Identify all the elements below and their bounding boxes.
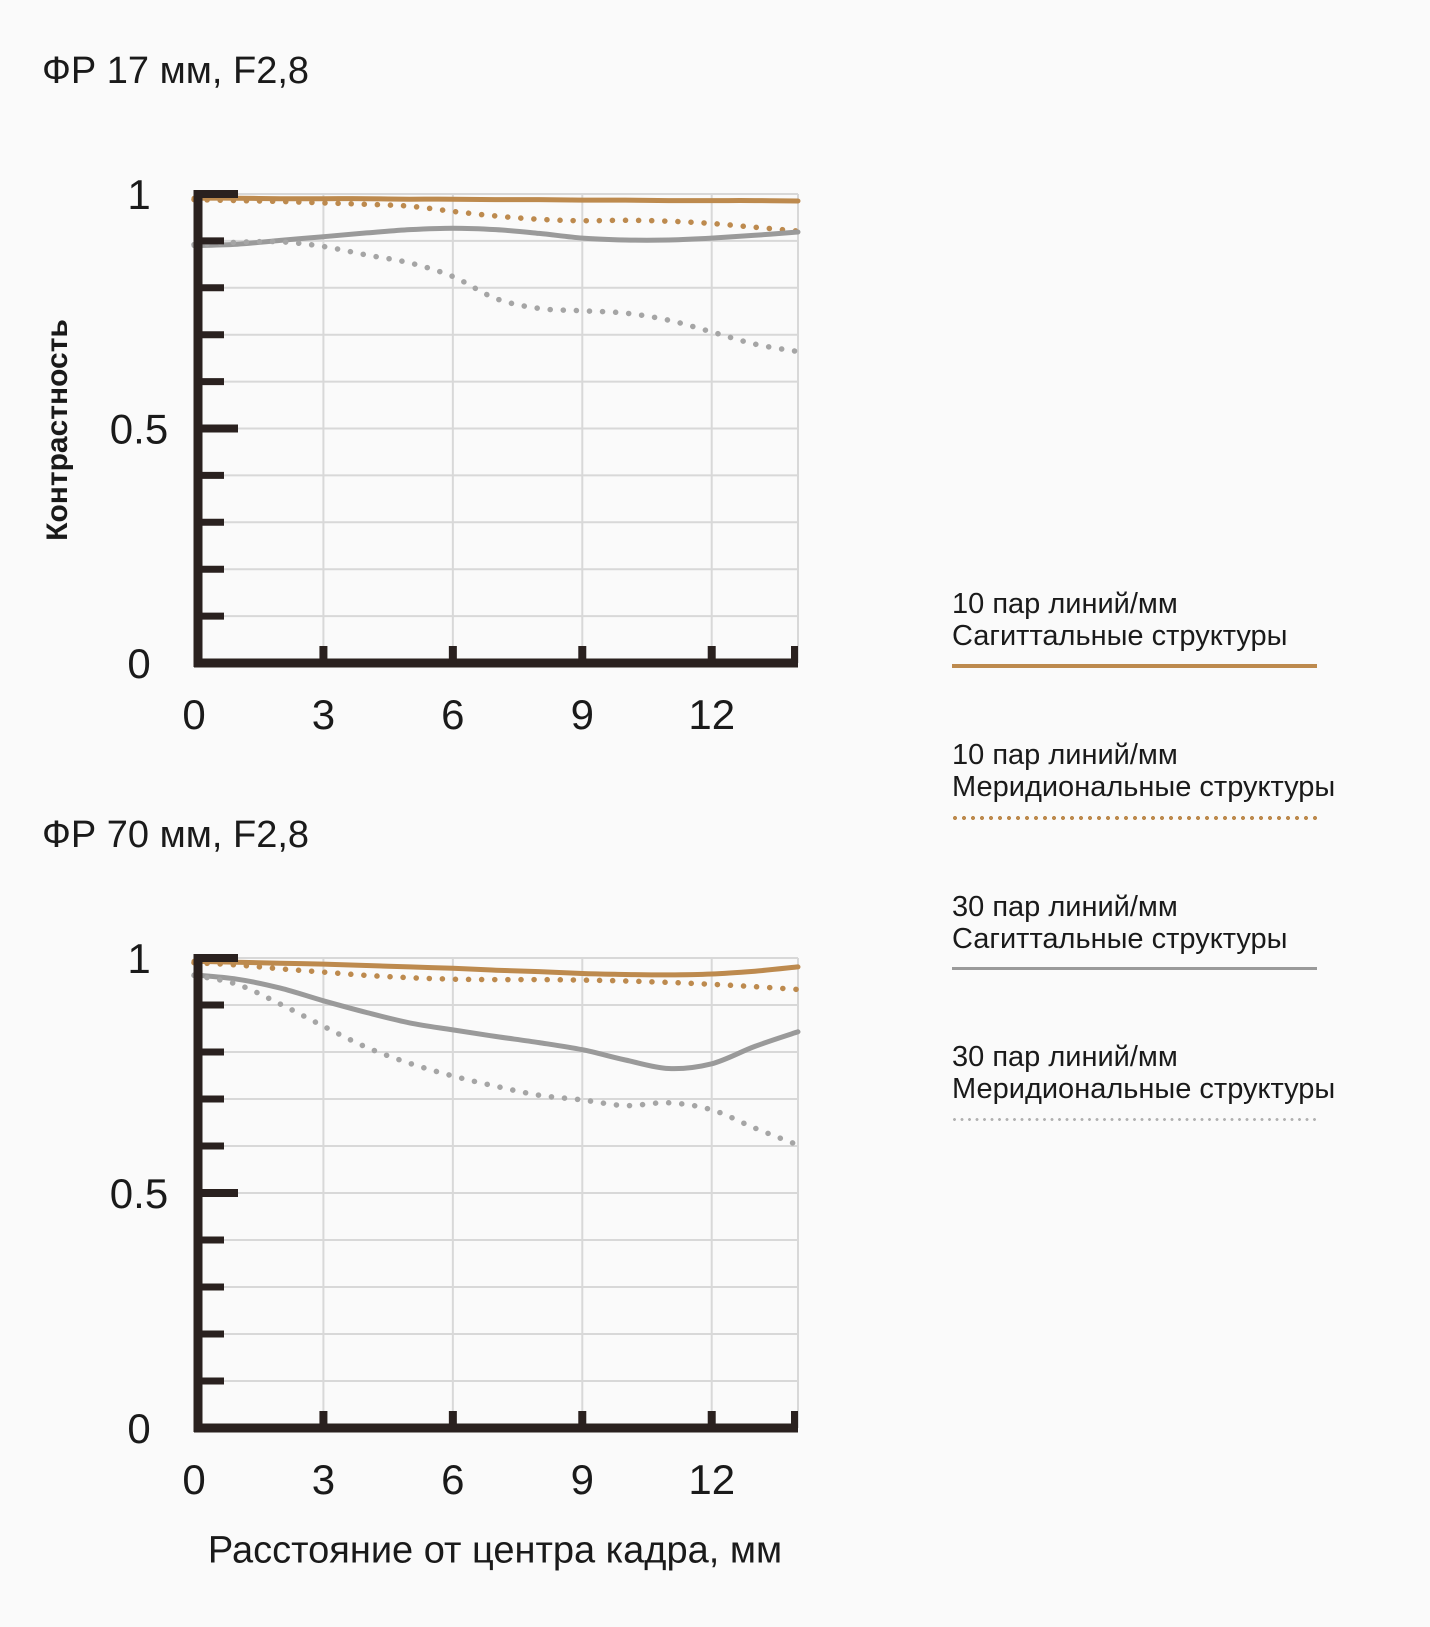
series-curve-dotted xyxy=(191,959,801,993)
y-tick-label: 1 xyxy=(127,935,150,982)
x-tick-label: 9 xyxy=(571,691,594,738)
chart1-title: ФР 17 мм, F2,8 xyxy=(42,50,310,92)
series-curve-solid xyxy=(191,958,801,978)
legend-line-solid-tan xyxy=(952,664,1317,668)
legend-label-line1: 10 пар линий/мм xyxy=(952,739,1178,771)
legend-item-30-meridional: 30 пар линий/мм Меридиональные структуры xyxy=(952,1041,1352,1122)
legend-line-dotted-tan xyxy=(952,815,1317,821)
chart2-title: ФР 70 мм, F2,8 xyxy=(42,814,310,856)
legend-label-line2: Сагиттальные структуры xyxy=(952,620,1288,652)
legend-label-line1: 30 пар линий/мм xyxy=(952,891,1178,923)
series-curve-solid xyxy=(191,225,801,249)
x-tick-label: 3 xyxy=(312,1456,335,1503)
x-tick-label: 6 xyxy=(441,1456,464,1503)
legend-item-10-sagittal: 10 пар линий/мм Сагиттальные структуры xyxy=(952,588,1352,668)
legend-label-line1: 30 пар линий/мм xyxy=(952,1041,1178,1073)
legend-label-line2: Меридиональные структуры xyxy=(952,1073,1336,1105)
legend-item-10-meridional: 10 пар линий/мм Меридиональные структуры xyxy=(952,739,1352,821)
series-curve-solid xyxy=(191,972,801,1072)
series-curve-dotted xyxy=(191,972,801,1148)
y-tick-label: 0 xyxy=(127,640,150,687)
legend-line-dotted-gray xyxy=(952,1117,1317,1122)
y-tick-label: 0 xyxy=(127,1405,150,1452)
y-tick-label: 0.5 xyxy=(110,406,168,453)
legend-label-line1: 10 пар линий/мм xyxy=(952,588,1178,620)
y-tick-label: 1 xyxy=(127,171,150,218)
series-curve-solid xyxy=(191,195,801,204)
legend-line-solid-gray xyxy=(952,967,1317,970)
x-axis-title: Расстояние от центра кадра, мм xyxy=(207,1529,783,1572)
x-tick-label: 12 xyxy=(688,691,735,738)
legend-label-line2: Сагиттальные структуры xyxy=(952,923,1288,955)
y-axis-title: Контрастность xyxy=(41,319,74,541)
series-curve-dotted xyxy=(191,196,801,234)
x-tick-label: 6 xyxy=(441,691,464,738)
x-tick-label: 0 xyxy=(182,1456,205,1503)
x-tick-label: 0 xyxy=(182,691,205,738)
x-tick-label: 9 xyxy=(571,1456,594,1503)
x-tick-label: 12 xyxy=(688,1456,735,1503)
legend-label-line2: Меридиональные структуры xyxy=(952,771,1336,803)
legend-item-30-sagittal: 30 пар линий/мм Сагиттальные структуры xyxy=(952,891,1352,970)
y-tick-label: 0.5 xyxy=(110,1170,168,1217)
chart1-plot: 0 0.5 1 0 3 6 9 12 xyxy=(110,171,801,738)
x-tick-label: 3 xyxy=(312,691,335,738)
chart2-plot: 0 0.5 1 0 3 6 9 12 xyxy=(110,935,801,1503)
